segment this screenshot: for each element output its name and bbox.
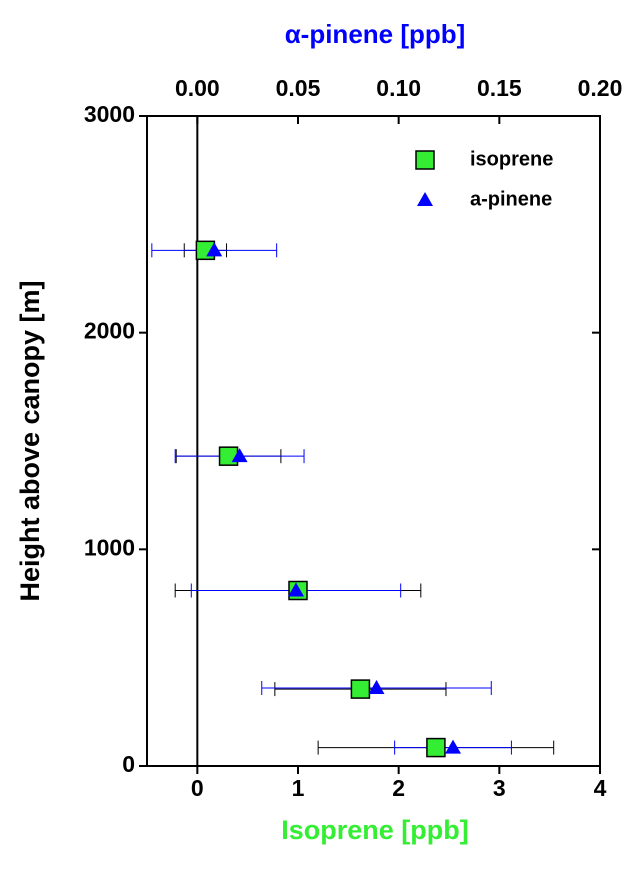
x-tick-label: 2 [392, 775, 405, 801]
y-tick-label: 0 [122, 751, 135, 777]
plot-frame [146, 115, 601, 767]
y-tick-label: 3000 [84, 101, 135, 127]
point [287, 582, 304, 597]
x2-tick-label: 0.20 [578, 75, 623, 101]
legend-marker [417, 192, 433, 206]
x-tick-label: 0 [191, 775, 204, 801]
x2-tick-label: 0.05 [276, 75, 321, 101]
y-tick-label: 1000 [84, 534, 135, 560]
point [368, 680, 385, 694]
x-tick-label: 4 [594, 775, 607, 801]
x2-tick-label: 0.10 [376, 75, 421, 101]
x2-tick-label: 0.15 [477, 75, 522, 101]
x-tick-label: 3 [493, 775, 506, 801]
point [445, 739, 462, 754]
x2-axis-label: α-pinene [ppb] [285, 19, 466, 49]
point [231, 448, 248, 463]
legend-marker [415, 150, 435, 170]
legend-label: a-pinene [470, 188, 552, 210]
point [206, 242, 223, 257]
point [426, 737, 446, 758]
point [218, 446, 239, 466]
x2-tick-label: 0.00 [175, 75, 220, 101]
point [350, 679, 371, 699]
y-tick-label: 2000 [84, 318, 135, 344]
x-tick-label: 1 [292, 775, 305, 801]
x-axis-label: Isoprene [ppb] [281, 815, 469, 845]
legend-label: isoprene [470, 148, 553, 170]
y-axis-label: Height above canopy [m] [15, 280, 45, 601]
